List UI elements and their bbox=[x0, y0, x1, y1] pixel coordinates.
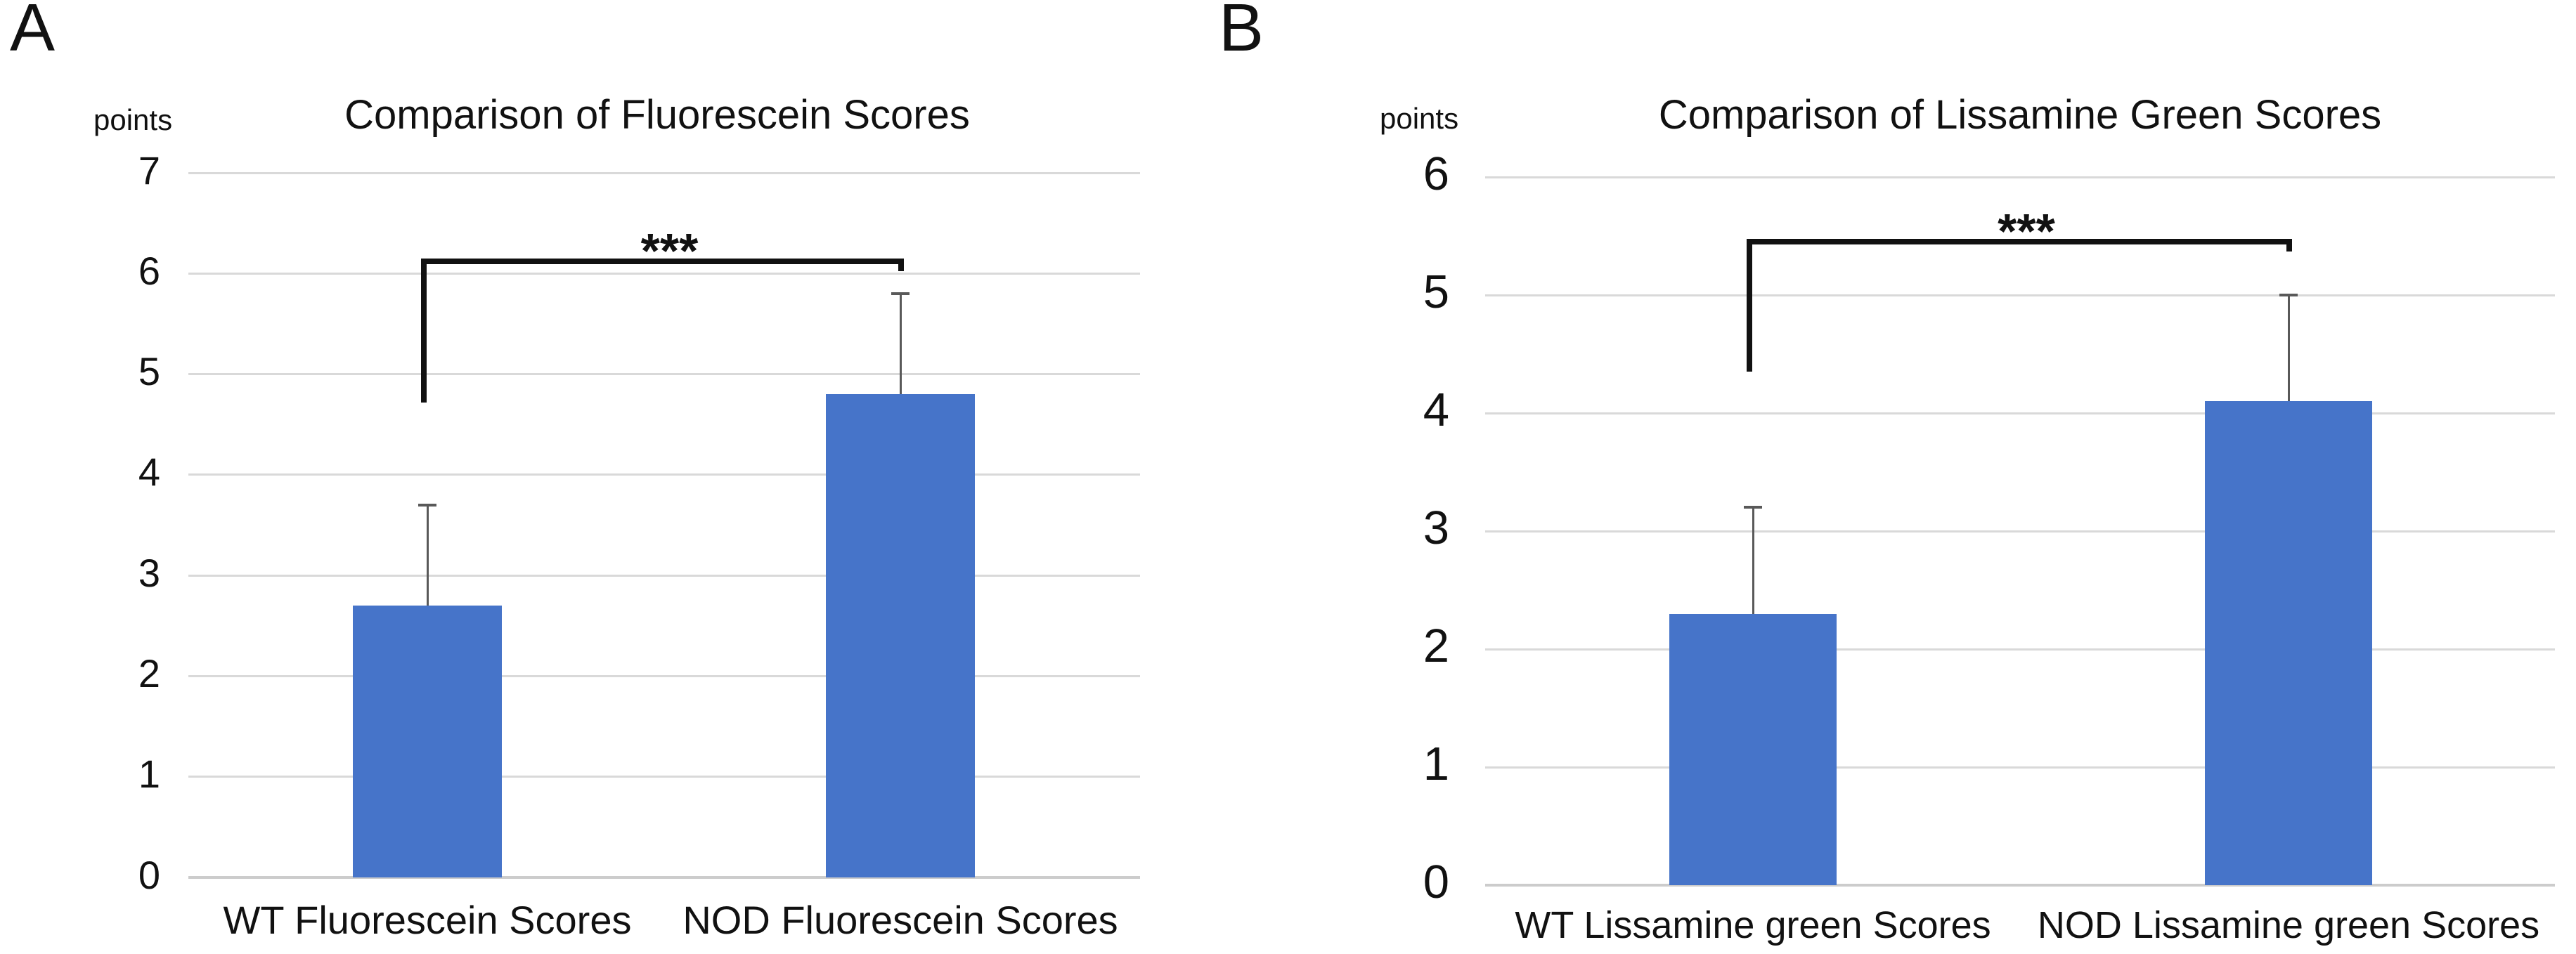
error-bar bbox=[1752, 507, 1754, 614]
error-bar-cap bbox=[1744, 506, 1762, 509]
significance-bracket-right-tick bbox=[2286, 239, 2292, 252]
gridline bbox=[1485, 766, 2555, 769]
x-axis-baseline bbox=[1485, 884, 2555, 887]
significance-bracket-left-drop bbox=[421, 259, 427, 403]
y-axis-units-label-b: points bbox=[1380, 102, 1459, 135]
error-bar bbox=[426, 504, 429, 606]
gridline bbox=[1485, 530, 2555, 532]
y-tick-label: 6 bbox=[138, 248, 160, 293]
y-tick-label: 1 bbox=[1423, 738, 1449, 791]
error-bar-cap bbox=[418, 503, 436, 507]
significance-bracket-right-tick bbox=[898, 259, 904, 272]
category-label: NOD Fluorescein Scores bbox=[682, 898, 1118, 942]
significance-stars: *** bbox=[640, 223, 699, 279]
gridline bbox=[188, 272, 1140, 275]
gridline bbox=[1485, 648, 2555, 651]
gridline bbox=[188, 171, 1140, 174]
y-tick-label: 5 bbox=[138, 349, 160, 394]
significance-bracket-horizontal bbox=[1747, 239, 2292, 245]
gridline bbox=[188, 674, 1140, 677]
chart-title-a: Comparison of Fluorescein Scores bbox=[344, 92, 970, 138]
bar-nod-lissamine-green-scores bbox=[2205, 401, 2372, 885]
category-label: WT Lissamine green Scores bbox=[1515, 904, 1991, 946]
category-label: WT Fluorescein Scores bbox=[223, 898, 632, 942]
y-tick-label: 1 bbox=[138, 752, 160, 797]
error-bar-cap bbox=[2279, 294, 2298, 296]
y-tick-label: 0 bbox=[138, 852, 160, 897]
significance-bracket-left-drop bbox=[1747, 239, 1752, 372]
significance-bracket-horizontal bbox=[421, 259, 904, 265]
y-tick-label: 6 bbox=[1423, 148, 1449, 201]
y-axis-units-label-a: points bbox=[93, 103, 173, 136]
bar-wt-fluorescein-scores bbox=[353, 606, 502, 877]
gridline bbox=[1485, 294, 2555, 296]
y-tick-label: 2 bbox=[1423, 620, 1449, 673]
bar-wt-lissamine-green-scores bbox=[1669, 613, 1837, 885]
significance-stars: *** bbox=[1998, 204, 2055, 259]
gridline bbox=[188, 776, 1140, 778]
y-tick-label: 3 bbox=[138, 550, 160, 595]
gridline bbox=[1485, 412, 2555, 414]
error-bar bbox=[899, 293, 902, 395]
panel-a-label: A bbox=[10, 0, 56, 65]
gridline bbox=[188, 473, 1140, 476]
y-tick-label: 2 bbox=[138, 651, 160, 696]
y-tick-label: 5 bbox=[1423, 266, 1449, 319]
chart-title-b: Comparison of Lissamine Green Scores bbox=[1658, 92, 2382, 138]
gridline bbox=[188, 373, 1140, 376]
x-axis-baseline bbox=[188, 876, 1140, 879]
y-tick-label: 0 bbox=[1423, 856, 1449, 909]
error-bar bbox=[2287, 295, 2290, 402]
error-bar-cap bbox=[891, 292, 910, 295]
gridline bbox=[1485, 176, 2555, 178]
panel-b-label: B bbox=[1219, 0, 1264, 65]
gridline bbox=[188, 574, 1140, 577]
y-tick-label: 4 bbox=[1423, 384, 1449, 437]
category-label: NOD Lissamine green Scores bbox=[2037, 904, 2540, 946]
bar-nod-fluorescein-scores bbox=[826, 394, 975, 877]
y-tick-label: 7 bbox=[138, 148, 160, 192]
y-tick-label: 4 bbox=[138, 450, 160, 495]
y-tick-label: 3 bbox=[1423, 502, 1449, 555]
